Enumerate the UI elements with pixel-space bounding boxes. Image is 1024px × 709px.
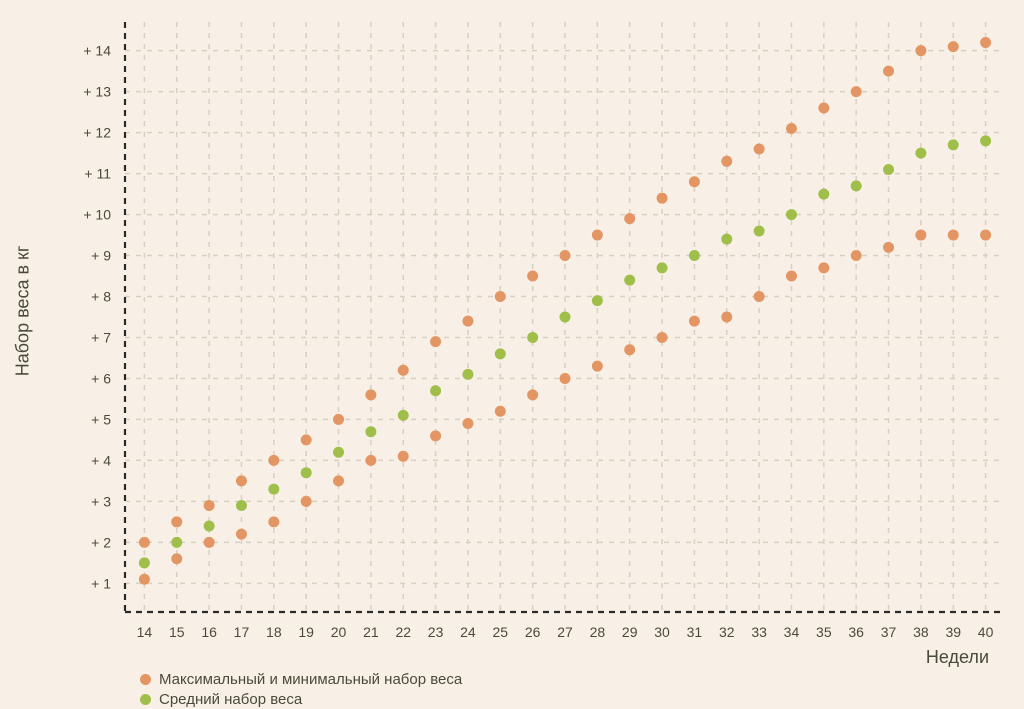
svg-text:+ 5: + 5 bbox=[91, 411, 111, 427]
svg-text:17: 17 bbox=[234, 624, 250, 640]
svg-text:+ 12: + 12 bbox=[83, 125, 111, 141]
svg-text:+ 7: + 7 bbox=[91, 329, 111, 345]
svg-text:+ 11: + 11 bbox=[84, 166, 111, 182]
svg-text:39: 39 bbox=[945, 624, 961, 640]
y-axis-label: Набор веса в кг bbox=[13, 245, 34, 376]
svg-text:20: 20 bbox=[331, 624, 347, 640]
svg-text:32: 32 bbox=[719, 624, 735, 640]
legend-item: Средний набор веса bbox=[140, 690, 462, 709]
svg-text:40: 40 bbox=[978, 624, 994, 640]
svg-text:+ 13: + 13 bbox=[83, 84, 111, 100]
svg-text:33: 33 bbox=[751, 624, 767, 640]
svg-text:23: 23 bbox=[428, 624, 444, 640]
legend: Максимальный и минимальный набор веса Ср… bbox=[140, 670, 462, 709]
svg-text:18: 18 bbox=[266, 624, 282, 640]
svg-text:15: 15 bbox=[169, 624, 185, 640]
svg-text:25: 25 bbox=[493, 624, 509, 640]
svg-text:34: 34 bbox=[784, 624, 800, 640]
svg-text:31: 31 bbox=[687, 624, 703, 640]
legend-label: Максимальный и минимальный набор веса bbox=[159, 670, 462, 690]
svg-text:24: 24 bbox=[460, 624, 476, 640]
svg-text:19: 19 bbox=[298, 624, 314, 640]
svg-text:22: 22 bbox=[395, 624, 411, 640]
svg-text:16: 16 bbox=[201, 624, 217, 640]
svg-text:35: 35 bbox=[816, 624, 832, 640]
weight-gain-chart: + 1 + 2 + 3 + 4 + 5 + 6 + 7 + 8 + 9 + 10 + 11 + 12 +… bbox=[0, 0, 1024, 709]
chart-svg: + 1 + 2 + 3 + 4 + 5 + 6 + 7 + 8 + 9 + 10 + 11 + 12 +… bbox=[0, 0, 1024, 709]
svg-text:26: 26 bbox=[525, 624, 541, 640]
legend-dot-icon bbox=[140, 674, 151, 685]
x-axis-label: Недели bbox=[926, 647, 989, 668]
svg-text:+ 1: + 1 bbox=[91, 575, 111, 591]
legend-label: Средний набор веса bbox=[159, 690, 302, 709]
svg-text:+ 3: + 3 bbox=[91, 493, 111, 509]
svg-text:30: 30 bbox=[654, 624, 670, 640]
svg-text:+ 6: + 6 bbox=[91, 370, 111, 386]
svg-text:27: 27 bbox=[557, 624, 573, 640]
svg-text:38: 38 bbox=[913, 624, 929, 640]
svg-text:37: 37 bbox=[881, 624, 897, 640]
svg-text:29: 29 bbox=[622, 624, 638, 640]
svg-text:14: 14 bbox=[137, 624, 153, 640]
svg-text:21: 21 bbox=[363, 624, 379, 640]
svg-text:+ 2: + 2 bbox=[91, 534, 111, 550]
legend-dot-icon bbox=[140, 694, 151, 705]
svg-text:+ 9: + 9 bbox=[91, 248, 111, 264]
legend-item: Максимальный и минимальный набор веса bbox=[140, 670, 462, 690]
svg-text:+ 8: + 8 bbox=[91, 289, 111, 305]
svg-text:+ 14: + 14 bbox=[83, 43, 111, 59]
svg-text:+ 10: + 10 bbox=[83, 207, 111, 223]
svg-text:36: 36 bbox=[848, 624, 864, 640]
svg-text:+ 4: + 4 bbox=[91, 452, 111, 468]
svg-text:28: 28 bbox=[590, 624, 606, 640]
